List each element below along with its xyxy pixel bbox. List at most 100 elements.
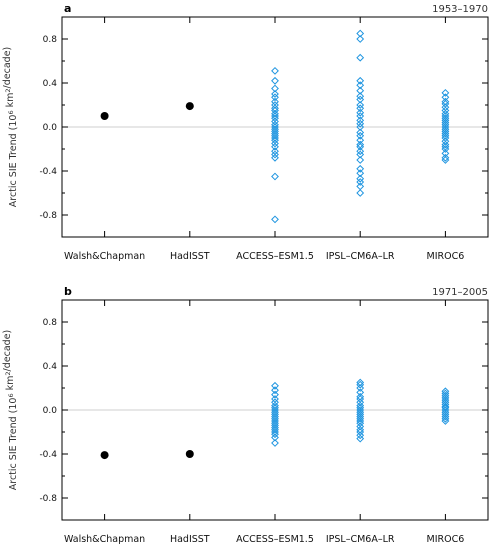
panel-a: -0.8 -0.4 0.0 0.4 0.8 Walsh&Chapman HadISST ACC… bbox=[2, 2, 489, 262]
model-point bbox=[441, 389, 450, 398]
x-tick-label: Walsh&Chapman bbox=[64, 251, 145, 262]
model-point bbox=[356, 422, 365, 431]
model-point bbox=[356, 123, 365, 131]
model-point bbox=[356, 384, 365, 392]
obs-point bbox=[100, 112, 109, 120]
x-tick-label: HadISST bbox=[170, 534, 210, 545]
model-point bbox=[441, 129, 450, 138]
model-point bbox=[271, 131, 279, 140]
model-point bbox=[271, 150, 279, 159]
model-point bbox=[441, 410, 450, 419]
model-point bbox=[271, 142, 279, 151]
model-point bbox=[271, 439, 279, 447]
model-point bbox=[441, 114, 450, 123]
y-tick-label: -0.8 bbox=[39, 211, 57, 221]
model-point bbox=[356, 142, 365, 151]
model-point bbox=[356, 136, 365, 145]
model-point bbox=[356, 119, 365, 128]
model-point bbox=[271, 419, 279, 428]
y-axis-title-superscript: 2 bbox=[4, 371, 12, 375]
x-tick-label: MIROC6 bbox=[427, 534, 465, 545]
period-label: 1953–1970 bbox=[432, 4, 488, 15]
y-tick-label: 0.0 bbox=[43, 406, 58, 416]
model-point bbox=[356, 414, 365, 423]
model-point bbox=[271, 414, 279, 423]
x-tick-label: HadISST bbox=[170, 251, 210, 262]
model-point bbox=[441, 149, 450, 158]
model-point bbox=[441, 417, 450, 425]
model-point bbox=[271, 109, 279, 118]
y-axis-title-part: /decade) bbox=[2, 330, 13, 372]
model-point bbox=[271, 104, 279, 113]
model-point bbox=[356, 131, 365, 140]
x-tick-label: IPSL–CM6A–LR bbox=[326, 251, 395, 262]
model-point bbox=[441, 145, 450, 153]
model-point bbox=[271, 381, 279, 390]
model-point bbox=[271, 117, 279, 126]
panel-letter: b bbox=[64, 285, 72, 298]
y-axis-title-superscript: 2 bbox=[4, 88, 12, 92]
model-point bbox=[356, 92, 365, 101]
model-point bbox=[441, 400, 450, 409]
model-point bbox=[441, 398, 450, 407]
obs-point bbox=[100, 451, 109, 460]
model-point bbox=[356, 104, 365, 113]
model-point bbox=[356, 128, 365, 137]
model-point bbox=[356, 108, 365, 117]
model-point bbox=[271, 412, 279, 421]
model-point bbox=[441, 387, 450, 396]
y-tick-label: 0.4 bbox=[43, 362, 58, 372]
model-point bbox=[356, 140, 365, 149]
y-tick-label: 0.8 bbox=[43, 318, 58, 328]
model-point bbox=[356, 156, 365, 164]
model-point bbox=[441, 156, 450, 164]
model-point bbox=[271, 139, 279, 148]
model-point bbox=[441, 396, 450, 405]
model-point bbox=[441, 116, 450, 125]
model-point bbox=[441, 93, 450, 102]
model-point bbox=[441, 414, 450, 423]
model-point bbox=[356, 147, 365, 156]
model-point bbox=[441, 137, 450, 146]
y-axis-title-part: Arctic SIE Trend (10 bbox=[8, 115, 19, 208]
model-point bbox=[356, 174, 365, 183]
model-point bbox=[271, 106, 279, 115]
model-point bbox=[271, 172, 279, 181]
model-point bbox=[356, 53, 365, 62]
model-point bbox=[441, 402, 450, 411]
y-tick-label: 0.4 bbox=[43, 79, 58, 89]
y-tick-label: -0.4 bbox=[39, 450, 57, 460]
y-tick-label: -0.8 bbox=[39, 494, 57, 504]
model-point bbox=[356, 431, 365, 440]
model-point bbox=[356, 392, 365, 401]
model-point bbox=[356, 410, 365, 419]
model-point bbox=[271, 93, 279, 102]
obs-point bbox=[185, 102, 194, 111]
model-point bbox=[271, 129, 279, 138]
model-point bbox=[356, 81, 365, 90]
y-axis-title-superscript: 6 bbox=[7, 110, 15, 114]
model-point bbox=[271, 386, 279, 395]
model-point bbox=[356, 425, 365, 434]
model-point bbox=[356, 95, 365, 104]
model-point bbox=[356, 86, 365, 95]
model-point bbox=[356, 417, 365, 425]
y-tick-label: 0.0 bbox=[43, 123, 58, 133]
y-tick-label: 0.8 bbox=[43, 35, 58, 45]
model-point bbox=[271, 127, 279, 136]
model-point bbox=[356, 101, 365, 109]
y-axis-title-part: /decade) bbox=[2, 47, 13, 89]
y-axis-title-part: Arctic SIE Trend (10 bbox=[8, 398, 19, 491]
model-point bbox=[271, 215, 279, 224]
model-point bbox=[356, 29, 365, 38]
model-point bbox=[271, 390, 279, 399]
model-point bbox=[271, 410, 279, 419]
y-axis-title-part: km bbox=[5, 376, 16, 394]
x-tick-label: Walsh&Chapman bbox=[64, 534, 145, 545]
model-point bbox=[271, 90, 279, 98]
model-point bbox=[356, 380, 365, 389]
panel-b: -0.8 -0.4 0.0 0.4 0.8 Walsh&Chapman HadISST ACC… bbox=[2, 285, 489, 545]
model-point bbox=[356, 378, 365, 387]
x-tick-label: ACCESS–ESM1.5 bbox=[236, 251, 314, 262]
model-point bbox=[271, 425, 279, 434]
